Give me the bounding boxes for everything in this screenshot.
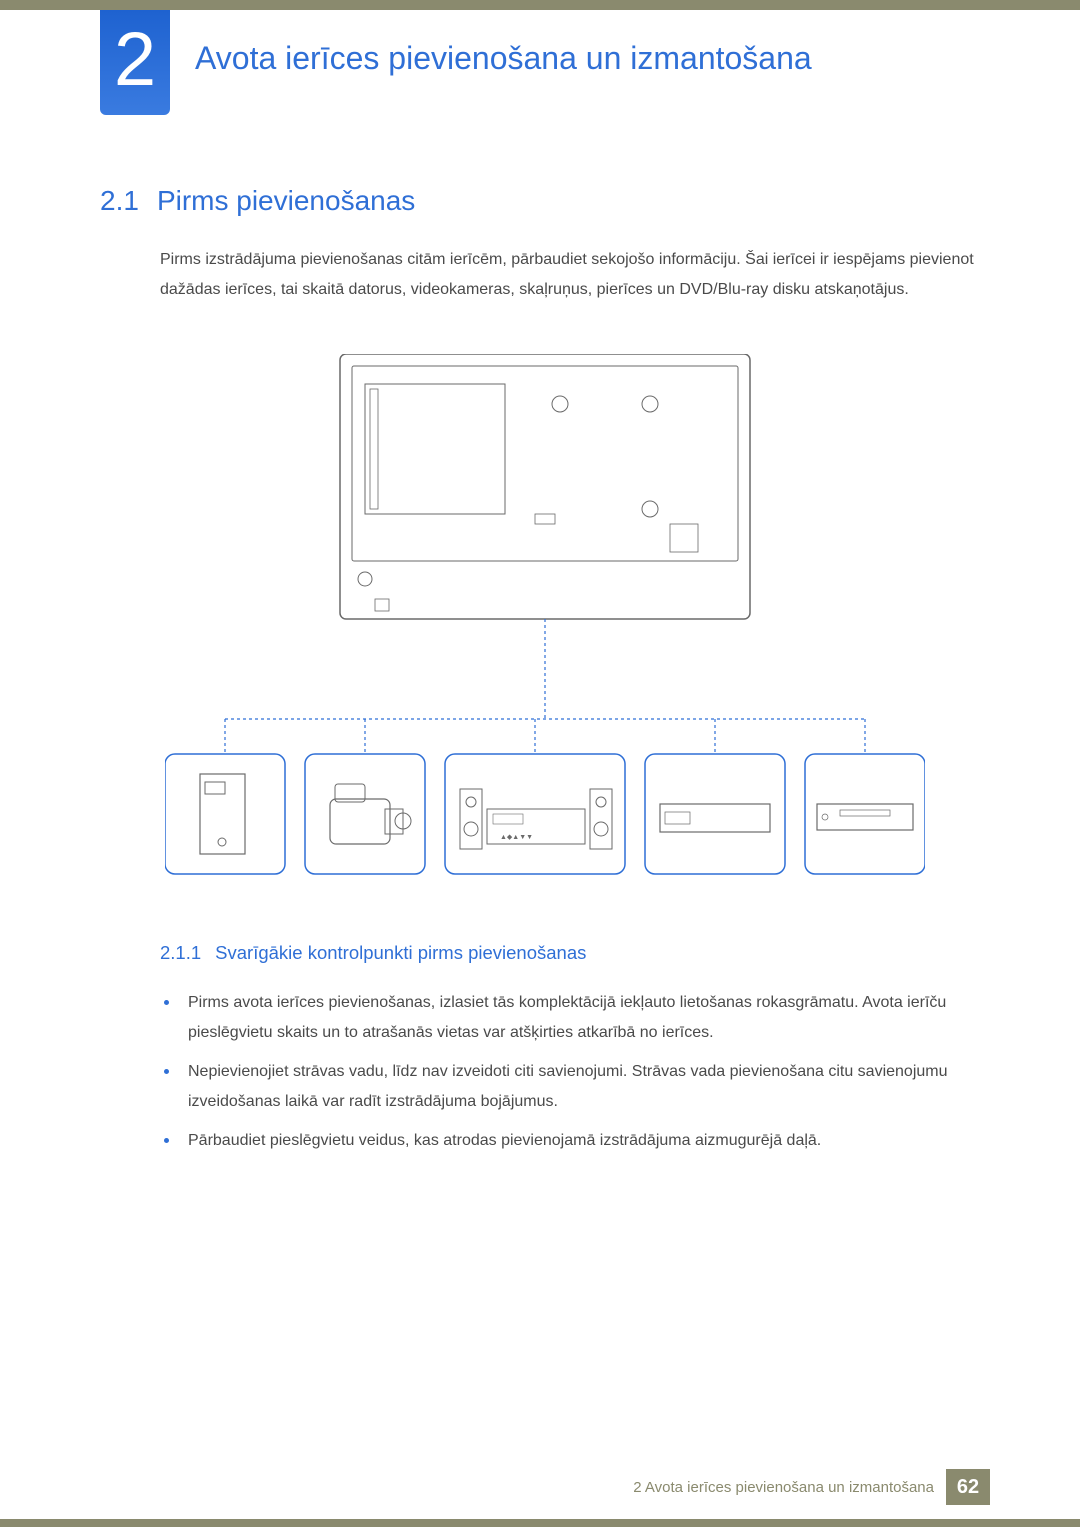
section-title: Pirms pievienošanas [157, 185, 415, 216]
bullet-item: Nepievienojiet strāvas vadu, līdz nav iz… [160, 1057, 990, 1116]
bullet-list: Pirms avota ierīces pievienošanas, izlas… [160, 988, 990, 1156]
svg-text:▲◆▲▼▼: ▲◆▲▼▼ [500, 834, 533, 841]
chapter-title: Avota ierīces pievienošana un izmantošan… [195, 40, 812, 77]
bullet-item: Pārbaudiet pieslēgvietu veidus, kas atro… [160, 1126, 990, 1156]
subsection-title: Svarīgākie kontrolpunkti pirms pievienoš… [215, 942, 586, 963]
section-21: 2.1 Pirms pievienošanas Pirms izstrādājum… [100, 185, 990, 889]
subsection-211: 2.1.1 Svarīgākie kontrolpunkti pirms piev… [160, 942, 990, 1166]
section-heading: 2.1 Pirms pievienošanas [100, 185, 990, 217]
chapter-badge: 2 [100, 10, 170, 115]
bottom-border [0, 1519, 1080, 1527]
section-number: 2.1 [100, 185, 139, 216]
subsection-number: 2.1.1 [160, 942, 201, 963]
subsection-heading: 2.1.1 Svarīgākie kontrolpunkti pirms piev… [160, 942, 990, 964]
footer: 2 Avota ierīces pievienošana un izmantoš… [633, 1469, 990, 1505]
top-border [0, 0, 1080, 10]
bullet-item: Pirms avota ierīces pievienošanas, izlas… [160, 988, 990, 1047]
footer-text: 2 Avota ierīces pievienošana un izmantoš… [633, 1479, 934, 1496]
section-body: Pirms izstrādājuma pievienošanas citām i… [160, 245, 990, 304]
footer-page-number: 62 [946, 1469, 990, 1505]
connection-diagram: ▲◆▲▼▼ [165, 354, 925, 889]
